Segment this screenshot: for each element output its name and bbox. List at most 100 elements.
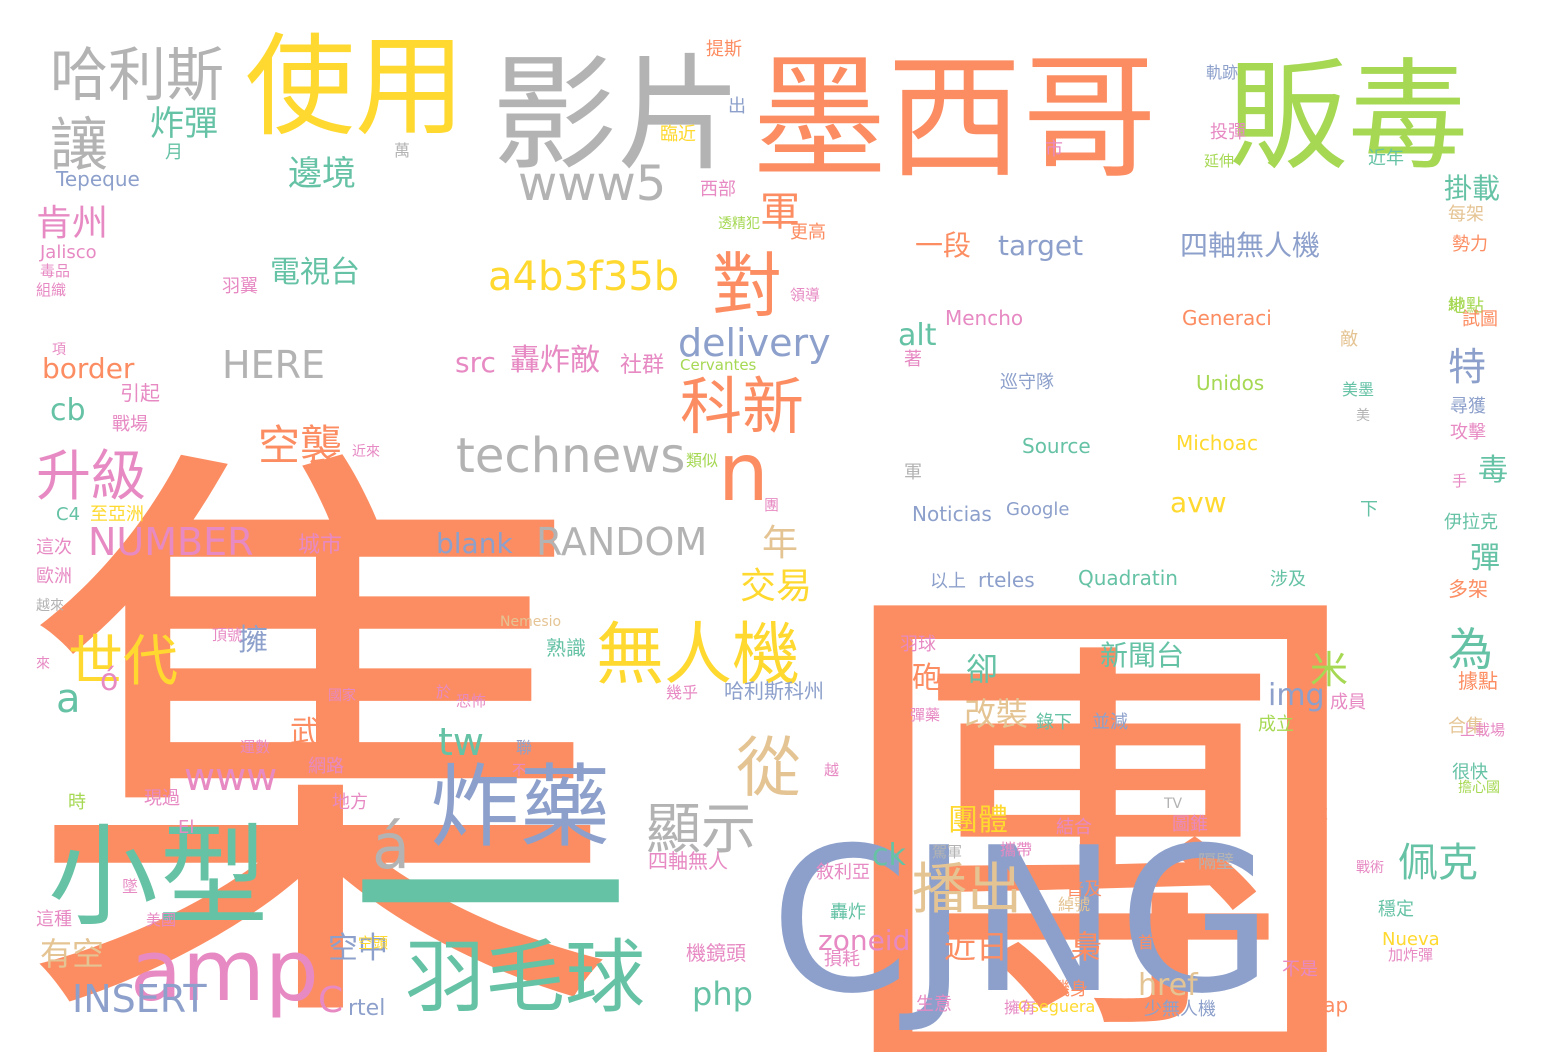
cloud-word: Tepeque (55, 167, 140, 191)
cloud-word: href (1138, 968, 1199, 1003)
cloud-word: 越來 (36, 598, 64, 614)
cloud-word: 運數 (240, 738, 270, 756)
cloud-word: 巡守隊 (1000, 372, 1054, 393)
cloud-word: 項 (52, 342, 66, 358)
cloud-word: TV (1163, 796, 1183, 812)
cloud-word: border (42, 352, 135, 385)
cloud-word: 空中 (328, 931, 388, 966)
cloud-word: 米 (1310, 648, 1348, 692)
cloud-word: 美 (1356, 408, 1370, 424)
cloud-word: 不是 (1282, 959, 1318, 980)
cloud-word: 團體 (948, 803, 1008, 838)
cloud-word: 於 (436, 683, 451, 701)
cloud-word: 綽號 (1058, 895, 1090, 914)
cloud-word: 機鏡頭 (686, 941, 746, 965)
cloud-word: 戰場 (112, 414, 148, 435)
cloud-word: 聯 (516, 738, 532, 757)
cloud-word: 交易 (740, 566, 812, 607)
cloud-word: amp (130, 922, 319, 1021)
cloud-word: 擔心國 (1458, 780, 1500, 796)
cloud-word: 隔壁 (1198, 852, 1234, 873)
cloud-word: 熟識 (546, 636, 586, 660)
cloud-word: Noticias (912, 502, 992, 526)
cloud-word: 尋獲 (1450, 396, 1486, 417)
cloud-word: 上載場 (1460, 721, 1505, 739)
cloud-word: 著 (904, 349, 922, 370)
cloud-word: 羽翼 (222, 276, 258, 297)
cloud-word: 新聞台 (1100, 639, 1184, 672)
cloud-word: 團 (820, 531, 1380, 1052)
cloud-word: 西部 (700, 179, 736, 200)
cloud-word: 年 (762, 523, 798, 564)
cloud-word: 美國 (146, 911, 176, 929)
cloud-word: 敵 (1340, 329, 1358, 350)
cloud-word: src (455, 346, 496, 379)
cloud-word: 伊拉克 (1444, 512, 1498, 533)
cloud-word: cb (50, 393, 86, 428)
cloud-word: 彈藥 (910, 706, 940, 724)
cloud-word: 轟炸敵 (510, 343, 600, 378)
cloud-word: 武裝 (290, 715, 350, 750)
cloud-word: 影片 (492, 43, 742, 188)
cloud-word: 世代 (68, 629, 178, 693)
cloud-word: Mencho (945, 306, 1023, 330)
cloud-word: 組織 (36, 281, 66, 299)
cloud-word: de (1290, 877, 1313, 898)
cloud-word: Google (1006, 499, 1069, 520)
cloud-word: 顯示 (646, 797, 756, 861)
cloud-word: img (1268, 678, 1325, 713)
cloud-word: 電視台 (270, 255, 360, 290)
cloud-word: INSERT (72, 977, 207, 1021)
cloud-word: 網路 (308, 756, 344, 777)
cloud-word: 機身 (1052, 979, 1088, 1000)
cloud-word: 領導 (790, 286, 820, 304)
cloud-word: www (184, 755, 277, 799)
cloud-word: 據點 (1458, 669, 1498, 693)
cloud-word: 一段 (915, 229, 971, 262)
cloud-word: 時 (68, 792, 86, 813)
cloud-word: 四軸無人機 (1180, 229, 1320, 262)
cloud-word: tw (438, 720, 484, 764)
cloud-word: Oseguera (1018, 997, 1095, 1016)
cloud-word: blank (436, 527, 513, 560)
cloud-word: 延伸 (1204, 152, 1234, 170)
cloud-word: a4b3f35b (488, 254, 679, 300)
cloud-word: 軍 (760, 189, 800, 235)
cloud-word: 墜 (122, 877, 138, 896)
cloud-word: 更高 (790, 222, 826, 243)
cloud-word: 頂號 (212, 626, 242, 644)
cloud-word: 擁有 (1004, 998, 1036, 1017)
cloud-word: 少無人機 (1144, 999, 1216, 1020)
cloud-word: 成立 (1258, 714, 1294, 735)
cloud-word: 羽球 (900, 634, 936, 655)
cloud-word: 來 (36, 656, 50, 672)
cloud-word: 越 (824, 761, 839, 779)
cloud-word: 攻擊 (1450, 422, 1486, 443)
cloud-word: 轟炸 (830, 902, 866, 923)
cloud-word: 並減 (1092, 712, 1128, 733)
cloud-word: 炸彈 (150, 104, 218, 144)
cloud-word: 歐洲 (36, 566, 72, 587)
cloud-word: C4 (56, 504, 80, 525)
cloud-word: 駕軍 (932, 843, 962, 861)
cloud-word: rteles (978, 568, 1035, 592)
cloud-word: 投彈 (1210, 122, 1246, 143)
cloud-word: 試圖 (1462, 309, 1498, 330)
cloud-word: 社群 (620, 353, 664, 378)
cloud-word: 擁 (238, 623, 268, 658)
cloud-word: 卻 (966, 650, 998, 688)
cloud-word: Unidos (1196, 371, 1264, 395)
cloud-word: 美墨 (1342, 380, 1374, 399)
cloud-word: alt (898, 318, 937, 353)
cloud-word: El (178, 817, 194, 838)
cloud-word: 空頭 (358, 934, 388, 952)
cloud-word: 敘利亞 (816, 862, 870, 883)
cloud-word: CJNG (770, 805, 1273, 1038)
cloud-word: 掛載 (1444, 172, 1500, 205)
cloud-word: 萬 (394, 141, 410, 160)
cloud-word: 恐怖 (456, 692, 486, 710)
cloud-word: target (998, 229, 1083, 262)
cloud-word: 引起 (120, 381, 160, 405)
cloud-word: 城市 (298, 533, 342, 558)
